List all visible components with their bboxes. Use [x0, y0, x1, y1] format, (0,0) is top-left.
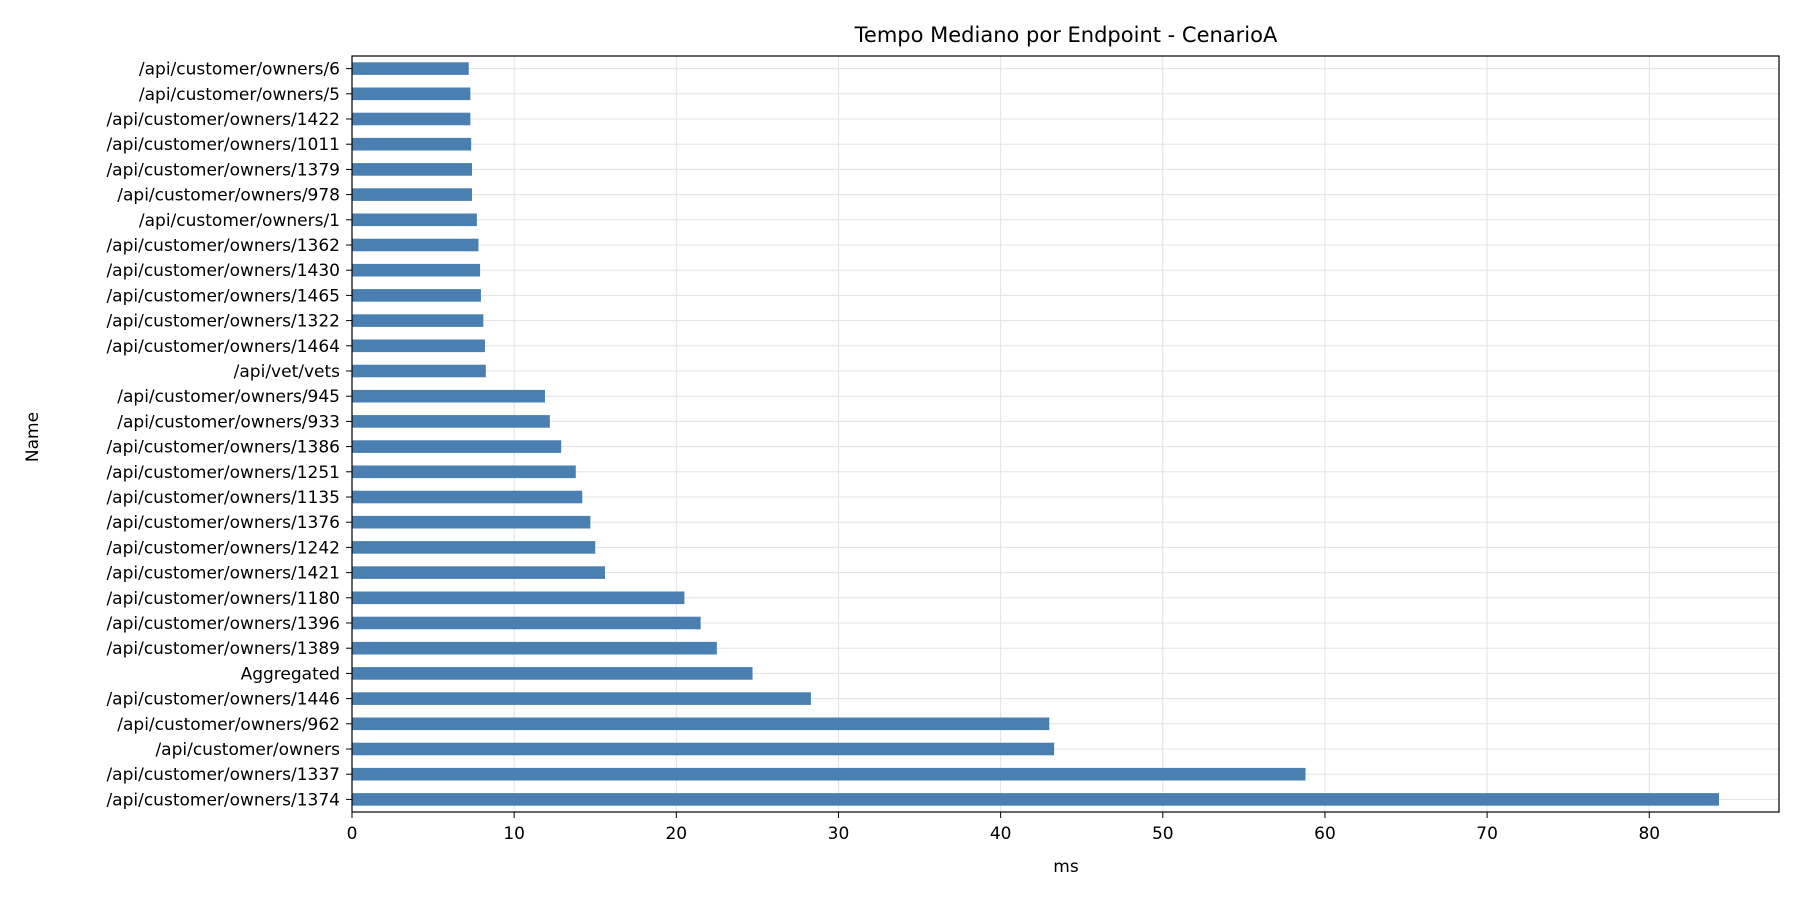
y-tick-label: /api/customer/owners/1396 — [106, 614, 340, 634]
x-axis-title: ms — [1053, 857, 1079, 877]
y-tick-label: /api/customer/owners/1362 — [106, 236, 340, 256]
bar — [352, 238, 479, 252]
bar — [352, 339, 485, 353]
y-tick-label: /api/customer/owners/1 — [139, 211, 340, 231]
y-tick-label: /api/customer/owners/1135 — [106, 488, 340, 508]
bar — [352, 188, 472, 201]
bar — [352, 692, 811, 705]
y-tick-label: /api/customer/owners/1464 — [106, 337, 340, 357]
bar — [352, 717, 1050, 731]
chart-title: Tempo Mediano por Endpoint - CenarioA — [854, 23, 1278, 47]
plot-frame — [351, 55, 1780, 813]
y-tick-label: /api/vet/vets — [234, 362, 340, 382]
y-tick-label: /api/customer/owners/1386 — [106, 438, 340, 458]
bar — [352, 591, 685, 605]
bar — [352, 767, 1306, 781]
y-tick-label: /api/customer/owners/1389 — [106, 639, 340, 659]
y-tick-label: /api/customer/owners/962 — [117, 715, 340, 735]
bar — [352, 641, 717, 655]
bar — [352, 541, 596, 554]
bar — [352, 289, 481, 302]
y-tick-label: /api/customer/owners/1376 — [106, 513, 340, 533]
y-tick-label: /api/customer/owners — [155, 740, 340, 760]
bar — [352, 137, 472, 151]
y-tick-label: Aggregated — [241, 664, 340, 684]
x-tick-label: 50 — [1152, 824, 1174, 844]
bar — [352, 440, 562, 453]
y-tick-label: /api/customer/owners/978 — [117, 186, 340, 206]
y-tick-label: /api/customer/owners/945 — [117, 387, 340, 407]
bar — [352, 364, 486, 378]
y-tick-label: /api/customer/owners/1465 — [106, 286, 340, 306]
bar — [352, 213, 477, 227]
y-tick-label: /api/customer/owners/1422 — [106, 110, 340, 130]
y-tick-label: /api/customer/owners/1379 — [106, 160, 340, 180]
y-tick-label: /api/customer/owners/1446 — [106, 690, 340, 710]
bar — [352, 616, 701, 630]
y-tick-label: /api/customer/owners/1430 — [106, 261, 340, 281]
x-tick-label: 70 — [1476, 824, 1498, 844]
bar — [352, 566, 605, 579]
bar — [352, 515, 591, 529]
y-tick-label: /api/customer/owners/1374 — [106, 790, 340, 810]
x-tick-label: 40 — [990, 824, 1012, 844]
y-tick-label: /api/customer/owners/5 — [139, 85, 340, 105]
y-tick-label: /api/customer/owners/1180 — [106, 589, 340, 609]
y-tick-label: /api/customer/owners/6 — [139, 60, 340, 80]
y-tick-label: /api/customer/owners/1011 — [106, 135, 340, 155]
x-tick-label: 80 — [1638, 824, 1660, 844]
bar — [352, 389, 545, 403]
bars-layer — [352, 62, 1720, 806]
y-tick-labels: /api/customer/owners/6/api/customer/owne… — [106, 60, 352, 810]
x-tick-label: 60 — [1314, 824, 1336, 844]
y-tick-label: /api/customer/owners/1421 — [106, 564, 340, 584]
bar — [352, 62, 469, 75]
x-tick-labels: 0 10 20 30 40 50 60 70 80 — [347, 812, 1660, 844]
x-tick-label: 20 — [665, 824, 687, 844]
bar — [352, 87, 471, 101]
bar — [352, 465, 576, 479]
bar — [352, 163, 472, 176]
bar — [352, 415, 550, 428]
bar — [352, 112, 471, 126]
y-tick-label: /api/customer/owners/1242 — [106, 538, 340, 558]
y-tick-label: /api/customer/owners/1337 — [106, 765, 340, 785]
y-axis-title: Name — [23, 412, 43, 462]
bar — [352, 793, 1720, 806]
x-tick-label: 30 — [828, 824, 850, 844]
x-tick-label: 0 — [347, 824, 358, 844]
y-tick-label: /api/customer/owners/1322 — [106, 312, 340, 332]
bar — [352, 314, 484, 327]
y-tick-label: /api/customer/owners/933 — [117, 412, 340, 432]
bar — [352, 490, 583, 504]
y-tick-label: /api/customer/owners/1251 — [106, 463, 340, 483]
x-tick-label: 10 — [503, 824, 525, 844]
bar — [352, 667, 753, 680]
bar — [352, 263, 481, 277]
bar — [352, 742, 1055, 756]
